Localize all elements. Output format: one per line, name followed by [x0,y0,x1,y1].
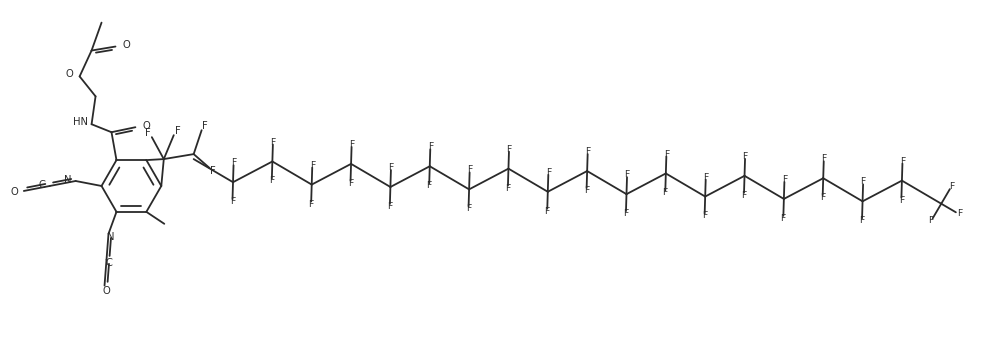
Text: F: F [957,209,962,218]
Text: N: N [64,175,71,185]
Text: F: F [859,216,864,225]
Text: F: F [662,188,668,197]
Text: O: O [143,121,150,131]
Text: F: F [949,183,954,192]
Text: F: F [210,166,216,176]
Text: O: O [10,187,18,197]
Text: F: F [507,145,512,154]
Text: O: O [66,69,73,79]
Text: F: F [928,216,933,225]
Text: C: C [105,258,112,268]
Text: F: F [584,186,589,195]
Text: F: F [145,128,150,138]
Text: F: F [428,142,433,151]
Text: F: F [742,191,746,200]
Text: F: F [230,197,235,206]
Text: F: F [466,204,471,213]
Text: F: F [387,202,392,211]
Text: F: F [782,175,787,184]
Text: F: F [270,137,275,146]
Text: F: F [388,163,394,172]
Text: HN: HN [72,117,87,127]
Text: F: F [310,161,315,170]
Text: F: F [505,184,511,193]
Text: F: F [702,212,707,221]
Text: F: F [664,150,669,159]
Text: C: C [39,180,46,190]
Text: F: F [347,179,353,188]
Text: F: F [624,209,629,218]
Text: F: F [349,140,354,149]
Text: F: F [231,158,237,167]
Text: O: O [103,286,111,296]
Text: F: F [703,173,709,182]
Text: F: F [544,207,549,216]
Text: F: F [822,154,827,163]
Text: F: F [585,147,590,156]
Text: F: F [899,195,904,204]
Text: F: F [900,157,905,166]
Text: F: F [545,168,551,177]
Text: F: F [467,165,472,174]
Text: F: F [269,176,274,185]
Text: F: F [820,193,826,202]
Text: F: F [780,214,786,223]
Text: F: F [427,181,432,190]
Text: F: F [202,121,208,131]
Text: O: O [123,39,131,49]
Text: F: F [742,152,747,161]
Text: F: F [175,126,180,136]
Text: N: N [107,232,114,242]
Text: F: F [309,199,314,208]
Text: F: F [860,178,866,187]
Text: F: F [625,170,630,179]
